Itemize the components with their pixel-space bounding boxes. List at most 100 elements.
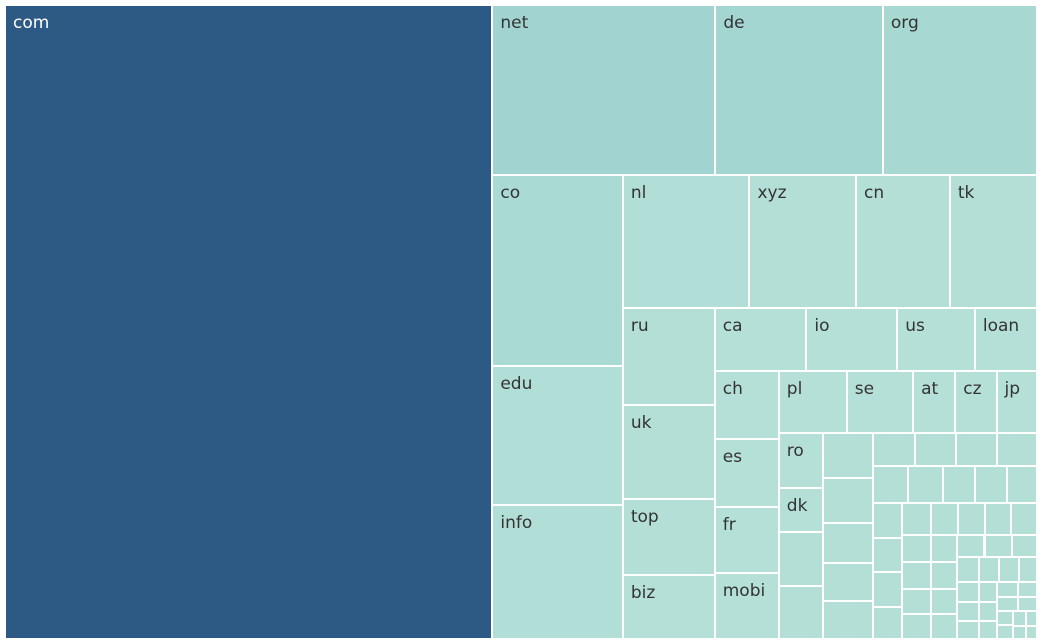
tile-unlabeled-42[interactable]	[957, 602, 979, 621]
tile-unlabeled-49[interactable]	[997, 597, 1018, 611]
tile-label-pl: pl	[786, 379, 803, 400]
tile-unlabeled-51[interactable]	[997, 610, 1014, 626]
tile-loan[interactable]: loan	[974, 307, 1037, 372]
tile-ro[interactable]: ro	[778, 432, 823, 488]
tile-unlabeled-10[interactable]	[956, 432, 998, 467]
tile-unlabeled-35[interactable]	[984, 535, 1012, 557]
tile-label-io: io	[814, 315, 830, 336]
tile-unlabeled-37[interactable]	[957, 556, 980, 582]
tile-label-co: co	[500, 182, 521, 203]
tile-net[interactable]: net	[492, 5, 716, 175]
tile-unlabeled-47[interactable]	[997, 581, 1018, 598]
tile-unlabeled-14[interactable]	[942, 466, 976, 503]
tile-xyz[interactable]: xyz	[749, 174, 856, 308]
tile-fr[interactable]: fr	[714, 506, 779, 574]
tile-unlabeled-27[interactable]	[901, 561, 932, 589]
tile-info[interactable]: info	[492, 504, 623, 639]
tile-edu[interactable]: edu	[492, 365, 623, 505]
tile-label-ru: ru	[630, 315, 649, 336]
tile-unlabeled-21[interactable]	[901, 502, 931, 536]
tile-unlabeled-30[interactable]	[931, 535, 958, 563]
tile-label-us: us	[905, 315, 925, 336]
tile-unlabeled-38[interactable]	[979, 556, 1000, 582]
tile-unlabeled-55[interactable]	[1013, 626, 1026, 639]
tile-label-ro: ro	[786, 440, 804, 461]
tile-se[interactable]: se	[846, 371, 914, 433]
tile-unlabeled-19[interactable]	[872, 572, 902, 607]
tile-label-top: top	[630, 507, 659, 528]
tile-unlabeled-17[interactable]	[872, 502, 902, 539]
tile-label-nl: nl	[630, 182, 647, 203]
tile-de[interactable]: de	[715, 5, 883, 175]
tile-ch[interactable]: ch	[714, 371, 779, 440]
tile-label-se: se	[854, 379, 875, 400]
tile-tk[interactable]: tk	[949, 174, 1037, 308]
tile-uk[interactable]: uk	[622, 404, 715, 500]
tile-unlabeled-28[interactable]	[901, 588, 932, 614]
tile-unlabeled-31[interactable]	[931, 562, 958, 589]
tile-unlabeled-8[interactable]	[872, 432, 916, 467]
tile-unlabeled-6[interactable]	[822, 562, 873, 602]
tile-mobi[interactable]: mobi	[714, 573, 779, 639]
tile-unlabeled-36[interactable]	[1011, 535, 1037, 557]
tile-unlabeled-41[interactable]	[957, 581, 979, 603]
tile-unlabeled-45[interactable]	[978, 601, 998, 621]
tile-unlabeled-25[interactable]	[1011, 502, 1037, 536]
tile-unlabeled-20[interactable]	[872, 606, 902, 639]
tile-unlabeled-26[interactable]	[901, 535, 932, 562]
tile-unlabeled-52[interactable]	[997, 625, 1014, 639]
tile-unlabeled-53[interactable]	[1013, 610, 1026, 627]
tile-unlabeled-23[interactable]	[958, 502, 986, 536]
tile-unlabeled-29[interactable]	[901, 613, 932, 639]
tile-es[interactable]: es	[714, 439, 779, 507]
tile-unlabeled-43[interactable]	[957, 620, 979, 639]
tile-unlabeled-48[interactable]	[1017, 581, 1037, 598]
tile-unlabeled-1[interactable]	[778, 532, 823, 587]
tile-unlabeled-24[interactable]	[985, 502, 1012, 536]
tile-unlabeled-13[interactable]	[908, 466, 943, 503]
tile-unlabeled-44[interactable]	[978, 581, 998, 602]
tile-unlabeled-9[interactable]	[915, 432, 957, 467]
tile-jp[interactable]: jp	[996, 371, 1037, 433]
tile-at[interactable]: at	[913, 371, 956, 433]
tile-unlabeled-54[interactable]	[1025, 610, 1037, 627]
tile-unlabeled-3[interactable]	[822, 432, 873, 479]
tile-unlabeled-5[interactable]	[822, 522, 873, 563]
tile-unlabeled-2[interactable]	[778, 586, 823, 639]
tile-ru[interactable]: ru	[622, 307, 715, 405]
tile-unlabeled-33[interactable]	[931, 613, 958, 639]
tile-us[interactable]: us	[897, 307, 975, 372]
tile-label-at: at	[921, 379, 939, 400]
tile-cn[interactable]: cn	[856, 174, 950, 308]
tile-dk[interactable]: dk	[778, 487, 823, 533]
tile-label-uk: uk	[630, 412, 652, 433]
tile-unlabeled-39[interactable]	[999, 556, 1020, 582]
tile-co[interactable]: co	[492, 174, 623, 366]
tile-label-net: net	[500, 13, 529, 33]
tile-unlabeled-12[interactable]	[872, 466, 909, 503]
tile-unlabeled-32[interactable]	[931, 588, 958, 614]
tile-unlabeled-11[interactable]	[997, 432, 1037, 467]
tile-cz[interactable]: cz	[955, 371, 997, 433]
tile-unlabeled-15[interactable]	[975, 466, 1007, 503]
tile-unlabeled-34[interactable]	[957, 535, 985, 557]
tile-pl[interactable]: pl	[778, 371, 847, 433]
tile-unlabeled-22[interactable]	[930, 502, 958, 536]
tile-label-com: com	[13, 13, 50, 33]
tile-unlabeled-7[interactable]	[822, 601, 873, 639]
tile-unlabeled-40[interactable]	[1019, 556, 1037, 582]
tile-unlabeled-46[interactable]	[978, 620, 998, 639]
tile-unlabeled-56[interactable]	[1025, 626, 1037, 639]
tile-biz[interactable]: biz	[622, 574, 715, 639]
tile-unlabeled-50[interactable]	[1017, 597, 1037, 611]
tile-unlabeled-18[interactable]	[872, 538, 902, 573]
tile-nl[interactable]: nl	[622, 174, 750, 308]
tile-ca[interactable]: ca	[714, 307, 807, 372]
tile-unlabeled-4[interactable]	[822, 478, 873, 523]
tile-io[interactable]: io	[806, 307, 898, 372]
tile-top[interactable]: top	[622, 499, 715, 575]
tile-unlabeled-16[interactable]	[1006, 466, 1037, 503]
tile-com[interactable]: com	[5, 5, 493, 639]
tile-org[interactable]: org	[882, 5, 1037, 175]
